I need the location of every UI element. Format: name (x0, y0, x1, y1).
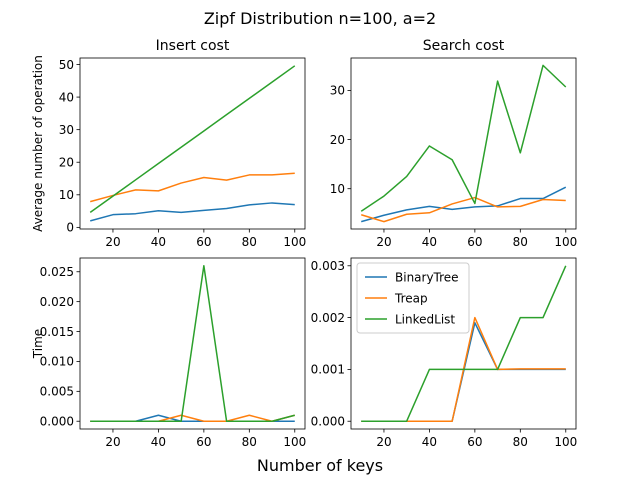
x-tick-label: 80 (513, 235, 528, 249)
axes-frame (79, 257, 306, 430)
axes-frame (79, 57, 306, 230)
x-tick-label: 20 (105, 435, 120, 449)
panel-title: Search cost (423, 38, 505, 54)
chart-panel-bottom-left: 20 40 60 80 100 0.000 0.005 0.010 0.015 0.020 0.02… (31, 257, 306, 449)
y-tick-label: 10 (59, 188, 74, 202)
chart-panel-top-right: 20 40 60 80 100 10 20 30 Search cost (330, 38, 578, 249)
y-axis-label: Time (31, 329, 45, 359)
x-tick-label: 40 (151, 235, 166, 249)
x-tick-label: 60 (467, 235, 482, 249)
y-tick-label: 40 (59, 90, 74, 104)
series-line-series-0 (90, 202, 295, 222)
series-line-linkedlist (361, 265, 567, 422)
x-tick-label: 60 (196, 435, 211, 449)
series-line-series-2 (90, 265, 295, 422)
series-line-series-2 (360, 64, 567, 212)
series-line-series-1 (361, 196, 566, 223)
x-tick-label: 40 (422, 435, 437, 449)
x-tick-label: 40 (151, 435, 166, 449)
y-tick-label: 30 (59, 123, 74, 137)
x-tick-label: 80 (242, 435, 257, 449)
x-tick-label: 100 (554, 235, 577, 249)
series-line-series-0 (361, 186, 567, 223)
y-tick-label: 0.001 (311, 363, 345, 377)
y-tick-label: 10 (330, 182, 345, 196)
y-tick-label: 30 (330, 84, 345, 98)
y-tick-label: 0.005 (40, 385, 74, 399)
y-tick-label: 0 (66, 221, 74, 235)
x-tick-label: 80 (513, 435, 528, 449)
panel-title: Insert cost (156, 38, 230, 54)
y-tick-label: 0.020 (40, 295, 74, 309)
series-line-series-1 (90, 172, 295, 203)
axes-frame (350, 57, 577, 230)
y-tick-label: 0.002 (311, 311, 345, 325)
legend-label-treap: Treap (394, 291, 428, 305)
x-tick-label: 20 (376, 435, 391, 449)
series-line-series-2 (89, 65, 296, 213)
x-tick-label: 100 (283, 235, 306, 249)
x-tick-label: 60 (196, 235, 211, 249)
figure-xlabel: Number of keys (257, 456, 383, 475)
legend-label-binarytree: BinaryTree (395, 270, 459, 284)
y-tick-label: 0.010 (40, 355, 74, 369)
figure-title: Zipf Distribution n=100, a=2 (204, 9, 436, 28)
chart-panel-bottom-right: 20 40 60 80 100 0.000 0.001 0.002 0.003 BinaryTre… (311, 257, 577, 449)
y-tick-label: 20 (330, 133, 345, 147)
x-tick-label: 100 (554, 435, 577, 449)
y-tick-label: 0.000 (311, 415, 345, 429)
y-tick-label: 0.003 (311, 259, 345, 273)
x-tick-label: 60 (467, 435, 482, 449)
y-tick-label: 20 (59, 156, 74, 170)
x-tick-label: 40 (422, 235, 437, 249)
x-tick-label: 100 (283, 435, 306, 449)
x-tick-label: 20 (105, 235, 120, 249)
chart-panel-top-left: 20 40 60 80 100 0 10 20 30 40 50 Insert cost Average… (31, 38, 306, 249)
y-tick-label: 0.015 (40, 325, 74, 339)
axes-frame (350, 257, 577, 430)
y-axis-label: Average number of operation (31, 55, 45, 232)
x-tick-label: 80 (242, 235, 257, 249)
y-tick-label: 50 (59, 58, 74, 72)
legend-label-linkedlist: LinkedList (395, 312, 455, 326)
y-tick-label: 0.025 (40, 265, 74, 279)
x-tick-label: 20 (376, 235, 391, 249)
legend-box (356, 262, 470, 334)
y-tick-label: 0.000 (40, 415, 74, 429)
legend: BinaryTree Treap LinkedList (356, 262, 470, 334)
